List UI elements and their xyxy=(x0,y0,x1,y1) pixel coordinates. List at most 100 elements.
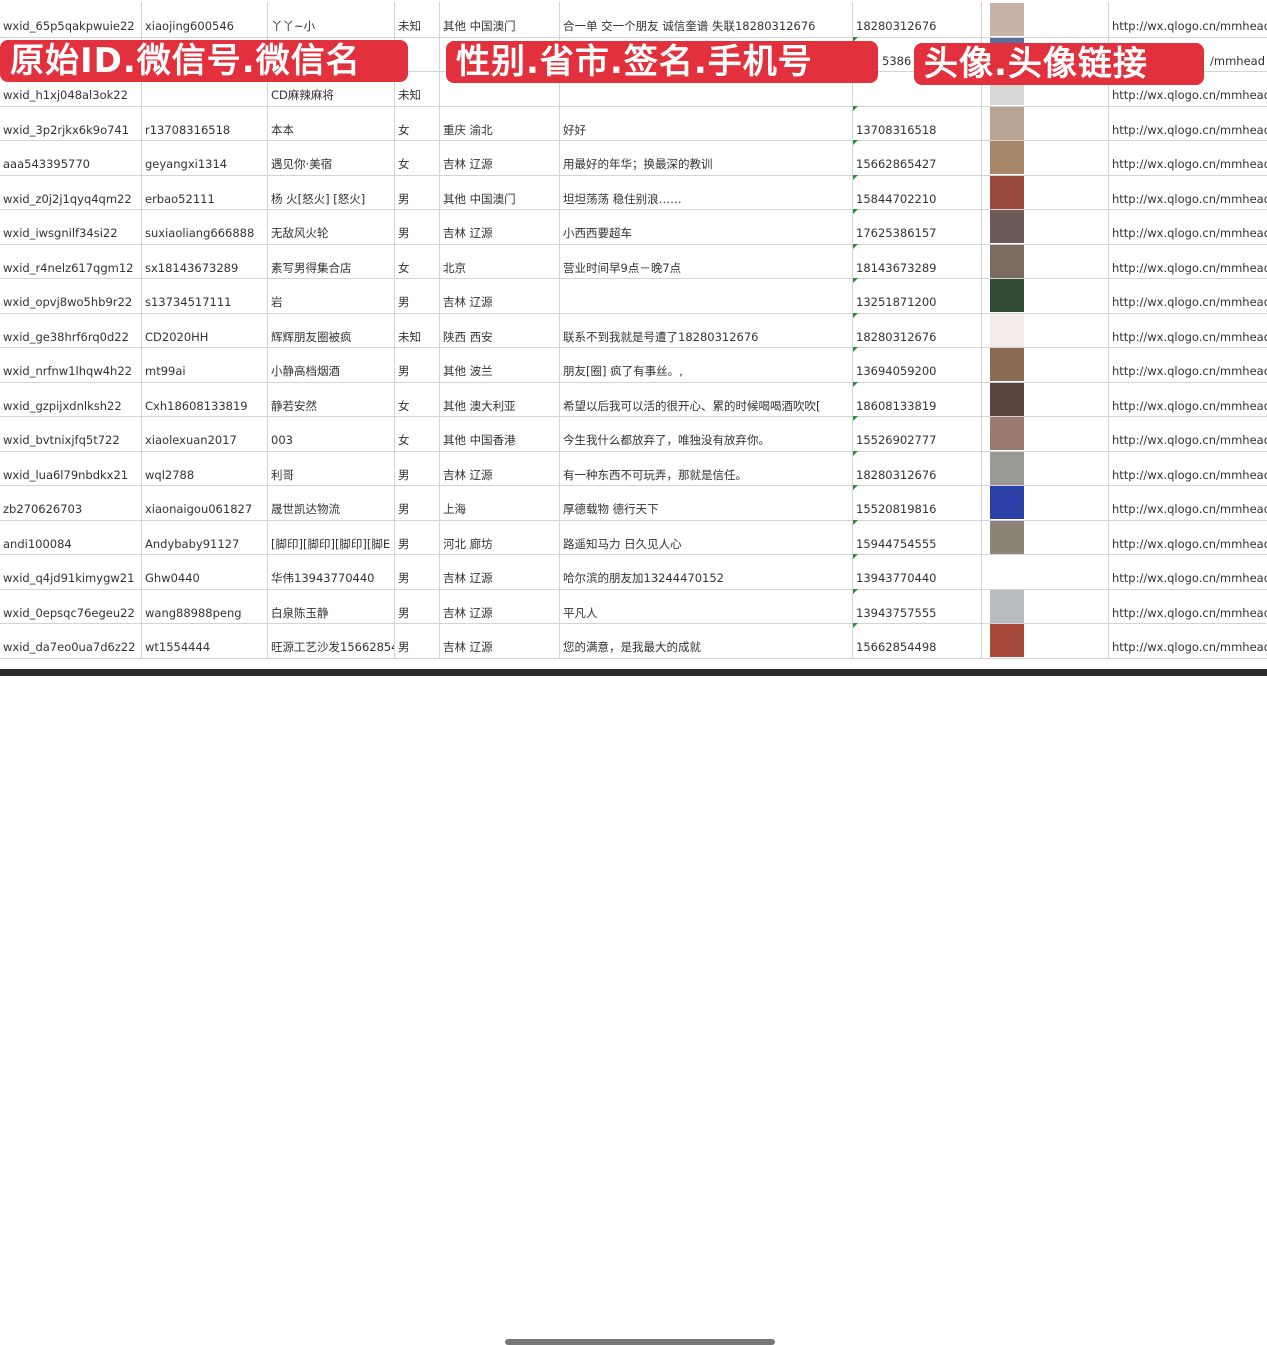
wechat-id-cell[interactable]: xiaojing600546 xyxy=(142,2,268,37)
wechat-id-cell[interactable]: Andybaby91127 xyxy=(142,519,268,554)
gender-cell[interactable]: 未知 xyxy=(395,2,440,37)
signature-cell[interactable]: 厚德载物 德行天下 xyxy=(560,485,853,520)
phone-cell[interactable]: 15844702210 xyxy=(853,174,982,209)
original-id-cell[interactable]: wxid_iwsgnilf34si22 xyxy=(0,209,142,244)
avatar-cell[interactable] xyxy=(982,588,1109,623)
avatar-url-cell[interactable]: http://wx.qlogo.cn/mmhead xyxy=(1109,623,1267,658)
original-id-cell[interactable]: wxid_da7eo0ua7d6z22 xyxy=(0,623,142,658)
phone-cell[interactable]: 13943770440 xyxy=(853,554,982,589)
avatar-url-cell[interactable]: http://wx.qlogo.cn/mmhead xyxy=(1109,278,1267,313)
avatar-cell[interactable] xyxy=(982,140,1109,175)
region-cell[interactable] xyxy=(440,71,560,106)
avatar-url-cell[interactable]: http://wx.qlogo.cn/mmhead xyxy=(1109,71,1267,106)
phone-cell[interactable]: 15662865427 xyxy=(853,140,982,175)
gender-cell[interactable]: 女 xyxy=(395,243,440,278)
signature-cell[interactable] xyxy=(560,71,853,106)
wechat-name-cell[interactable]: 003 xyxy=(268,416,395,451)
original-id-cell[interactable]: wxid_nrfnw1lhqw4h22 xyxy=(0,347,142,382)
wechat-name-cell[interactable]: 本本 xyxy=(268,105,395,140)
region-cell[interactable]: 吉林 辽源 xyxy=(440,623,560,658)
phone-cell[interactable]: 18608133819 xyxy=(853,381,982,416)
phone-cell[interactable]: 13708316518 xyxy=(853,105,982,140)
signature-cell[interactable]: 合一单 交一个朋友 诚信奎谱 失联18280312676 xyxy=(560,2,853,37)
signature-cell[interactable]: 用最好的年华；换最深的教训 xyxy=(560,140,853,175)
wechat-id-cell[interactable]: geyangxi1314 xyxy=(142,140,268,175)
wechat-id-cell[interactable]: xiaonaigou061827 xyxy=(142,485,268,520)
original-id-cell[interactable]: wxid_3p2rjkx6k9o741 xyxy=(0,105,142,140)
avatar-cell[interactable] xyxy=(982,278,1109,313)
phone-cell[interactable]: 13694059200 xyxy=(853,347,982,382)
signature-cell[interactable]: 小西西要超车 xyxy=(560,209,853,244)
avatar-url-cell[interactable]: http://wx.qlogo.cn/mmhead xyxy=(1109,520,1267,555)
signature-cell[interactable]: 有一种东西不可玩弄，那就是信任。 xyxy=(560,450,853,485)
signature-cell[interactable]: 您的满意，是我最大的成就 xyxy=(560,623,853,658)
avatar-url-cell[interactable]: http://wx.qlogo.cn/mmhead xyxy=(1109,106,1267,141)
avatar-cell[interactable] xyxy=(982,243,1109,278)
scrollbar-thumb[interactable] xyxy=(505,1339,775,1345)
avatar-url-cell[interactable]: http://wx.qlogo.cn/mmhead xyxy=(1109,416,1267,451)
signature-cell[interactable]: 联系不到我就是号遭了18280312676 xyxy=(560,312,853,347)
phone-cell[interactable]: 18280312676 xyxy=(853,2,982,37)
signature-cell[interactable]: 希望以后我可以活的很开心、累的时候喝喝酒吹吹[ xyxy=(560,381,853,416)
wechat-id-cell[interactable]: Ghw0440 xyxy=(142,554,268,589)
region-cell[interactable]: 吉林 辽源 xyxy=(440,554,560,589)
region-cell[interactable]: 陕西 西安 xyxy=(440,312,560,347)
wechat-name-cell[interactable]: 丫丫~小 xyxy=(268,2,395,37)
wechat-name-cell[interactable]: 白泉陈玉静 xyxy=(268,588,395,623)
region-cell[interactable]: 吉林 辽源 xyxy=(440,278,560,313)
region-cell[interactable]: 吉林 辽源 xyxy=(440,588,560,623)
original-id-cell[interactable]: andi100084 xyxy=(0,519,142,554)
gender-cell[interactable]: 男 xyxy=(395,278,440,313)
original-id-cell[interactable]: wxid_gzpijxdnlksh22 xyxy=(0,381,142,416)
original-id-cell[interactable]: wxid_bvtnixjfq5t722 xyxy=(0,416,142,451)
phone-cell[interactable]: 18280312676 xyxy=(853,450,982,485)
wechat-id-cell[interactable]: wt1554444 xyxy=(142,623,268,658)
signature-cell[interactable]: 今生我什么都放弃了，唯独没有放弃你。 xyxy=(560,416,853,451)
signature-cell[interactable]: 路遥知马力 日久见人心 xyxy=(560,519,853,554)
avatar-cell[interactable] xyxy=(982,105,1109,140)
signature-cell[interactable]: 平凡人 xyxy=(560,588,853,623)
avatar-url-cell[interactable]: http://wx.qlogo.cn/mmhead xyxy=(1109,209,1267,244)
region-cell[interactable]: 其他 中国香港 xyxy=(440,416,560,451)
wechat-id-cell[interactable]: wang88988peng xyxy=(142,588,268,623)
phone-cell[interactable]: 15662854498 xyxy=(853,623,982,658)
wechat-id-cell[interactable]: CD2020HH xyxy=(142,312,268,347)
original-id-cell[interactable]: wxid_65p5qakpwuie22 xyxy=(0,2,142,37)
avatar-url-cell[interactable]: http://wx.qlogo.cn/mmhead xyxy=(1109,382,1267,417)
gender-cell[interactable] xyxy=(395,36,440,71)
avatar-cell[interactable] xyxy=(982,347,1109,382)
original-id-cell[interactable]: wxid_lua6l79nbdkx21 xyxy=(0,450,142,485)
avatar-cell[interactable] xyxy=(982,416,1109,451)
gender-cell[interactable]: 未知 xyxy=(395,71,440,106)
avatar-cell[interactable] xyxy=(982,381,1109,416)
gender-cell[interactable]: 女 xyxy=(395,140,440,175)
avatar-url-cell[interactable]: http://wx.qlogo.cn/mmhead xyxy=(1109,244,1267,279)
wechat-name-cell[interactable]: 遇见你·美宿 xyxy=(268,140,395,175)
region-cell[interactable]: 其他 澳大利亚 xyxy=(440,381,560,416)
signature-cell[interactable]: 坦坦荡荡 稳住别浪…… xyxy=(560,174,853,209)
avatar-cell[interactable] xyxy=(982,519,1109,554)
gender-cell[interactable]: 男 xyxy=(395,174,440,209)
avatar-cell[interactable] xyxy=(982,209,1109,244)
phone-cell[interactable]: 17625386157 xyxy=(853,209,982,244)
avatar-url-cell[interactable]: http://wx.qlogo.cn/mmhead xyxy=(1109,485,1267,520)
avatar-cell[interactable] xyxy=(982,312,1109,347)
signature-cell[interactable]: 哈尔滨的朋友加13244470152 xyxy=(560,554,853,589)
region-cell[interactable]: 其他 中国澳门 xyxy=(440,2,560,37)
avatar-url-cell[interactable]: http://wx.qlogo.cn/mmhead xyxy=(1109,2,1267,37)
wechat-id-cell[interactable]: Cxh18608133819 xyxy=(142,381,268,416)
avatar-cell[interactable] xyxy=(982,485,1109,520)
wechat-id-cell[interactable]: sx18143673289 xyxy=(142,243,268,278)
avatar-url-cell[interactable]: http://wx.qlogo.cn/mmhead xyxy=(1109,140,1267,175)
phone-cell[interactable]: 18280312676 xyxy=(853,312,982,347)
region-cell[interactable]: 其他 波兰 xyxy=(440,347,560,382)
signature-cell[interactable]: 朋友[圈] 疯了有事丝。, xyxy=(560,347,853,382)
wechat-name-cell[interactable]: 素写男得集合店 xyxy=(268,243,395,278)
wechat-name-cell[interactable]: 晟世凯达物流 xyxy=(268,485,395,520)
region-cell[interactable]: 上海 xyxy=(440,485,560,520)
signature-cell[interactable] xyxy=(560,278,853,313)
avatar-cell[interactable] xyxy=(982,554,1109,589)
original-id-cell[interactable]: wxid_r4nelz617qgm12 xyxy=(0,243,142,278)
region-cell[interactable]: 其他 中国澳门 xyxy=(440,174,560,209)
phone-cell[interactable]: 15520819816 xyxy=(853,485,982,520)
